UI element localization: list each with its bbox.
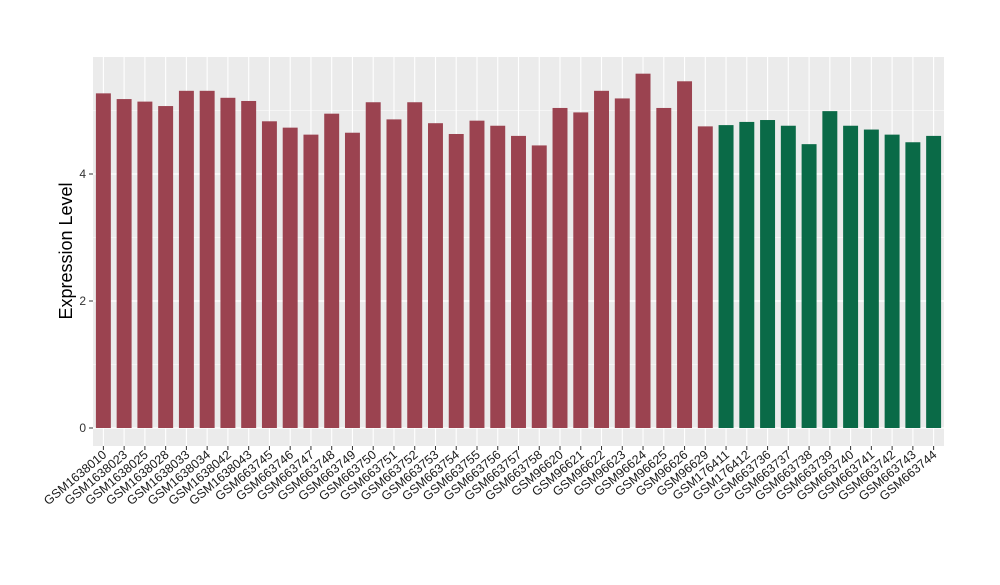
y-axis: 0 2 4 [79,167,93,435]
bar [199,90,215,428]
bar [884,134,900,428]
bar [739,121,755,429]
bar [261,121,277,429]
bar [635,73,651,429]
bar [241,100,257,428]
bar [95,93,111,428]
bar [116,99,132,428]
y-tick-label: 4 [79,167,86,181]
bar [801,144,817,428]
bar [344,132,360,428]
bar [324,113,340,429]
bar [220,97,236,429]
bar [843,125,859,429]
bar [760,120,776,429]
bar [863,129,879,429]
bar [780,125,796,429]
bar [697,126,713,428]
bar [677,81,693,428]
bar [386,119,402,428]
bar [822,111,838,428]
bar [158,106,174,429]
bar [552,107,568,429]
bar [594,90,609,428]
y-tick-label: 2 [79,294,86,308]
bar [905,142,921,428]
bar [365,102,381,429]
bar [718,125,734,428]
bar [428,123,443,428]
y-axis-label: Expression Level [56,182,76,319]
bar [614,98,630,428]
bar [531,145,547,429]
bar [448,133,464,428]
bar [656,107,672,429]
bar [137,101,153,429]
bar [926,135,942,428]
bars [95,73,942,429]
bar [511,135,526,428]
y-tick-label: 0 [79,421,86,435]
bar [490,125,506,429]
bar [178,90,194,428]
bar [407,102,423,429]
bar [282,127,298,429]
bar [303,134,319,428]
bar [573,112,589,428]
x-axis: GSM1638010GSM1638023GSM1638025GSM1638028… [41,446,940,508]
bar [469,120,485,428]
